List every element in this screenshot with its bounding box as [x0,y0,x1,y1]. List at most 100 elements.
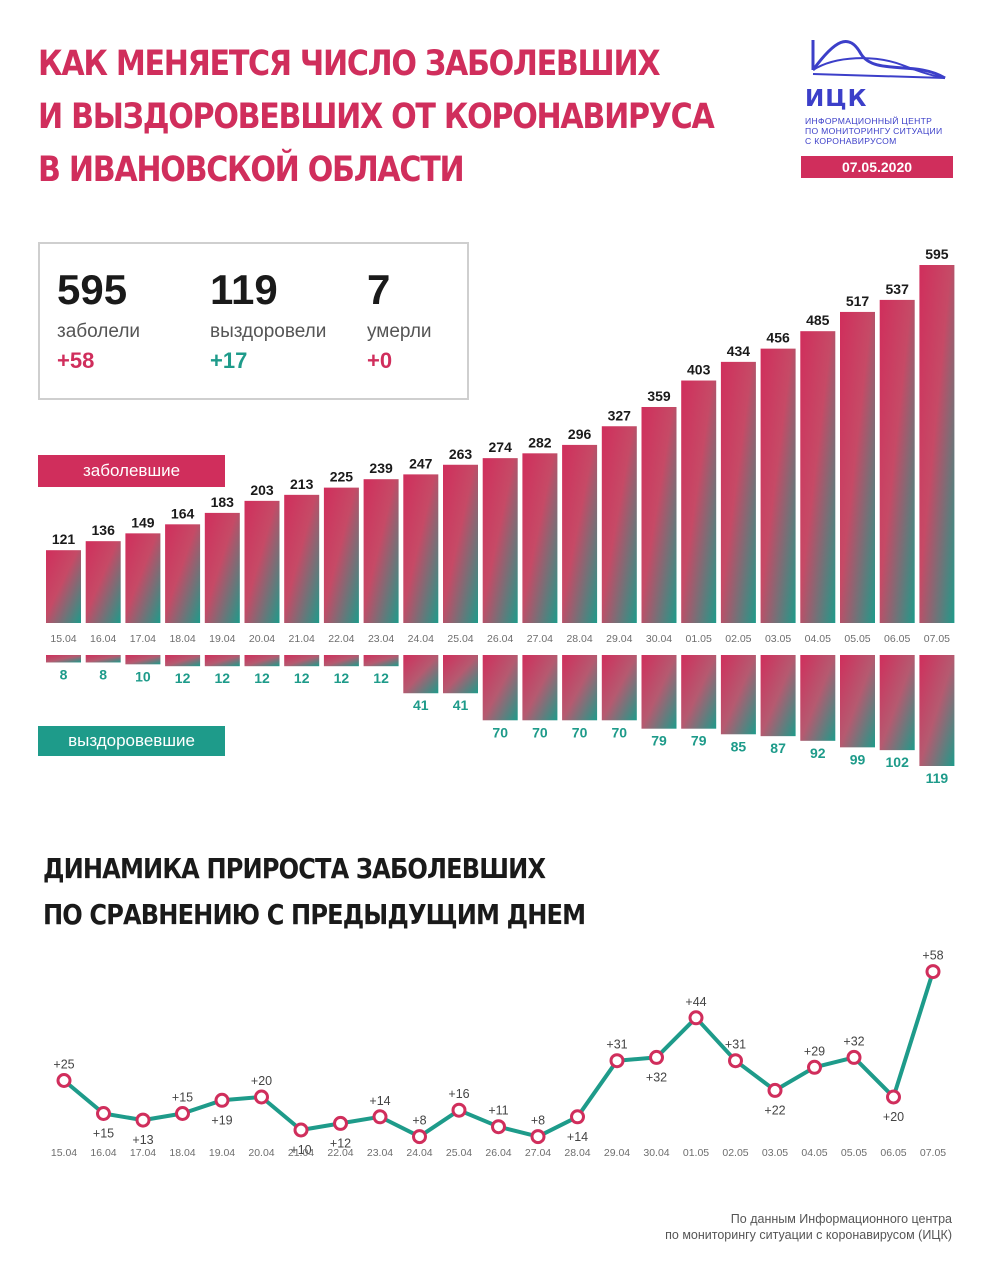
source-line: по мониторингу ситуации с коронавирусом … [665,1228,952,1242]
growth-label: +14 [567,1130,588,1144]
growth-point [254,1089,269,1105]
date-label: 26.04 [485,1147,511,1159]
stat-recovered-label: выздоровели [210,321,327,342]
bar-recovered [284,655,320,667]
bar-recovered [403,655,439,694]
bar-recovered-label: 70 [612,724,628,740]
bar-sick-label: 456 [766,330,790,346]
date-label: 25.04 [446,1147,472,1159]
date-label: 24.04 [406,1147,432,1159]
stat-died-value: 7 [367,266,391,313]
bar-recovered-label: 70 [572,724,588,740]
growth-point [649,1049,664,1065]
bar-sick [403,474,439,623]
date-label: 21.04 [289,633,315,645]
stat-died-label: умерли [367,321,432,342]
bar-sick [562,444,598,623]
bar-sick [601,426,637,623]
date-label: 06.05 [884,633,910,645]
growth-label: +8 [412,1114,426,1128]
growth-label: +22 [764,1103,785,1117]
date-label: 23.04 [367,1147,393,1159]
bar-sick [323,487,359,623]
logo-word: ИЦК [805,86,868,112]
bar-sick-label: 239 [369,460,393,476]
bar-sick [85,541,121,623]
growth-point [530,1129,546,1145]
bar-sick-label: 183 [211,494,235,510]
date-label: 05.05 [844,633,870,645]
growth-label: +12 [330,1136,351,1150]
bar-sick-label: 263 [449,446,473,462]
bar-recovered [323,655,359,667]
title-line: КАК МЕНЯЕТСЯ ЧИСЛО ЗАБОЛЕВШИХ [38,44,661,84]
bar-sick-label: 485 [806,312,830,328]
bar-sick [641,406,677,623]
date-label: 04.05 [801,1147,827,1159]
bar-sick-label: 595 [925,246,949,262]
bar-sick-label: 517 [846,293,870,309]
bar-recovered-label: 92 [810,745,826,761]
bar-recovered-label: 12 [373,670,389,686]
bar-sick [165,524,201,623]
bar-chart: 121 15.04 8 136 16.04 8 149 17.04 10 164 18.04 12 18… [46,246,955,786]
date-label: 02.05 [725,633,751,645]
bar-sick [840,311,875,623]
growth-label: +10 [290,1143,311,1157]
date-label: 28.04 [564,1147,590,1159]
bar-sick-label: 537 [886,281,910,297]
stat-recovered-value: 119 [210,266,278,313]
date-label: 07.05 [924,633,950,645]
stat-recovered-delta: +17 [210,348,248,373]
bar-sick [720,361,756,623]
title-line: И ВЫЗДОРОВЕВШИХ ОТ КОРОНАВИРУСА [38,97,715,137]
date-label: 05.05 [841,1147,867,1159]
bar-recovered [601,655,637,721]
bar-recovered-label: 99 [850,751,866,767]
growth-label: +20 [883,1110,904,1124]
bar-recovered [85,655,121,663]
growth-label: +8 [531,1114,545,1128]
stat-sick-value: 595 [57,266,128,313]
date-label: 19.04 [209,633,235,645]
growth-label: +11 [488,1104,508,1118]
date-label: 15.04 [51,1147,77,1159]
stats-box: 595 заболели +58 119 выздоровели +17 7 у… [38,242,469,400]
bar-sick [204,512,240,623]
bar-sick-label: 327 [608,407,632,423]
bar-sick [681,380,717,623]
growth-point [96,1106,111,1121]
date-label: 27.04 [527,633,553,645]
bar-sick-label: 136 [92,522,116,538]
wave-logo-icon [811,40,946,80]
bar-sick-label: 121 [52,531,76,547]
date-label: 30.04 [643,1147,669,1159]
bar-sick [919,265,955,623]
bar-sick-label: 225 [330,469,354,485]
bar-recovered-label: 87 [770,740,786,756]
date-label: 24.04 [408,633,434,645]
growth-label: +32 [646,1070,667,1084]
growth-label: +31 [606,1038,627,1052]
date-label: 29.04 [606,633,632,645]
logo-subtitle: ИНФОРМАЦИОННЫЙ ЦЕНТР ПО МОНИТОРИНГУ СИТУ… [805,116,943,146]
bar-sick-label: 274 [489,439,513,455]
date-label: 04.05 [805,633,831,645]
date-label: 17.04 [130,1147,156,1159]
bar-recovered [482,655,518,721]
growth-point [372,1109,388,1125]
bar-sick-label: 296 [568,426,592,442]
bar-recovered-label: 119 [926,770,949,786]
bar-sick [879,299,915,623]
date-label: 17.04 [130,633,156,645]
bar-sick [46,550,81,623]
bar-sick [482,458,518,623]
date-label: 18.04 [169,1147,195,1159]
date-label: 07.05 [920,1147,946,1159]
date-label: 20.04 [248,1147,274,1159]
growth-label: +58 [922,949,943,963]
title-line: В ИВАНОВСКОЙ ОБЛАСТИ [38,150,465,190]
growth-point [767,1082,783,1098]
source-note: По данным Информационного центра по мони… [665,1211,952,1243]
growth-point [807,1059,822,1075]
